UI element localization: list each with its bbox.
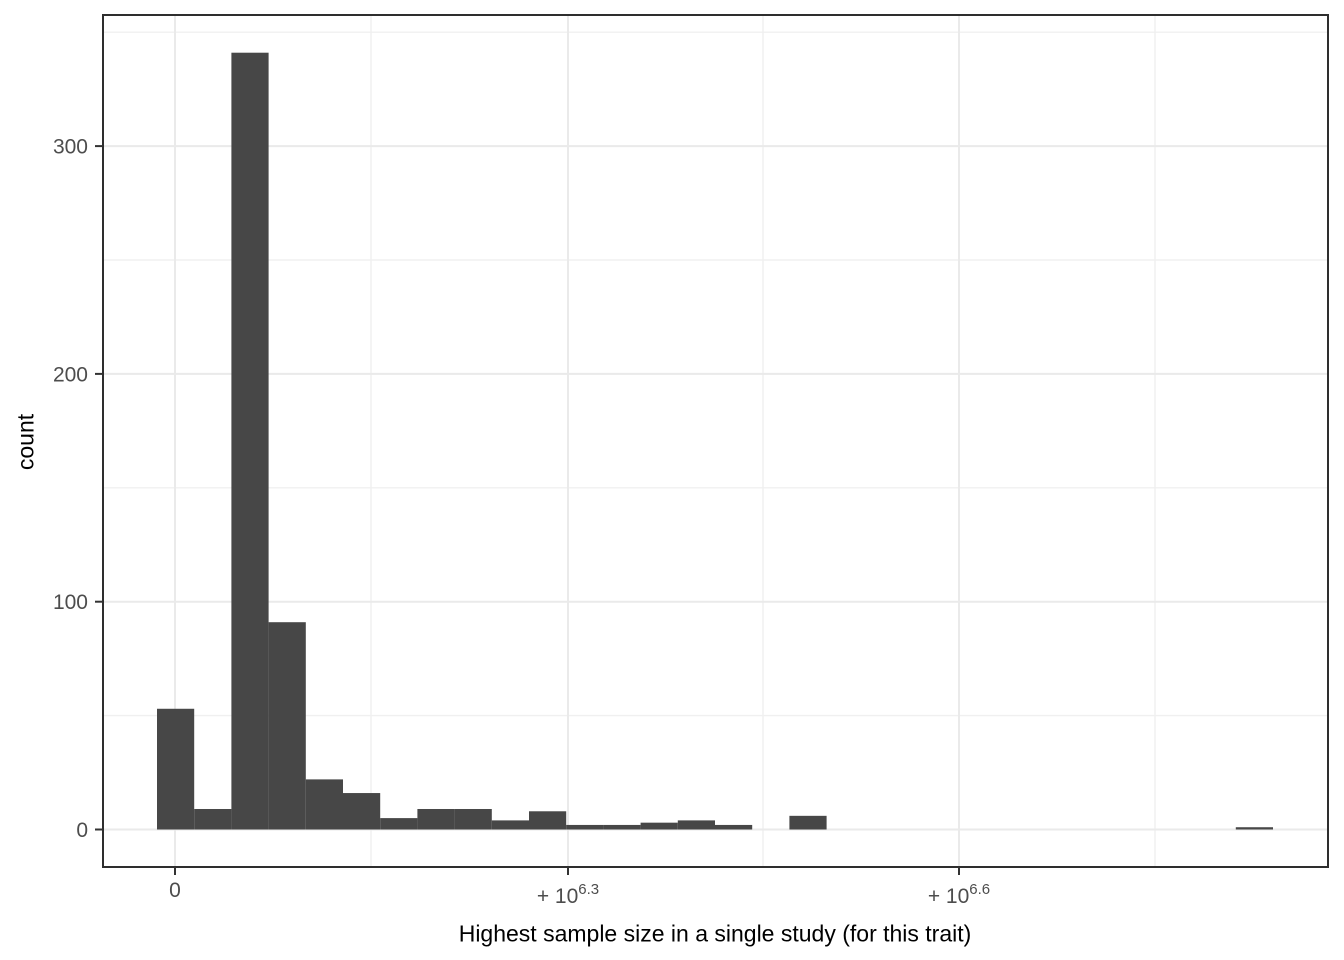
panel-border bbox=[102, 14, 1329, 868]
x-tick-label: + 106.3 bbox=[537, 881, 599, 908]
histogram-bar bbox=[677, 820, 715, 830]
histogram-bar bbox=[380, 818, 418, 830]
histogram-bar bbox=[491, 820, 529, 830]
histogram-bar bbox=[268, 622, 306, 830]
histogram-bar bbox=[343, 793, 381, 830]
y-tick-label: 300 bbox=[53, 136, 88, 159]
histogram-bar bbox=[603, 824, 641, 830]
histogram-bar bbox=[640, 822, 678, 830]
y-tick-label: 100 bbox=[53, 591, 88, 614]
y-tick-label: 0 bbox=[76, 819, 88, 842]
y-tick-label: 200 bbox=[53, 363, 88, 386]
x-axis-title: Highest sample size in a single study (f… bbox=[458, 920, 972, 947]
histogram-bar bbox=[715, 824, 753, 830]
y-axis-title: count bbox=[12, 413, 39, 471]
histogram-bar bbox=[157, 708, 195, 830]
histogram-bar bbox=[231, 52, 269, 830]
x-tick-label: + 106.6 bbox=[928, 881, 990, 908]
histogram-bar bbox=[789, 815, 827, 830]
panel-background bbox=[103, 15, 1328, 867]
histogram-bar bbox=[454, 808, 492, 830]
histogram-bar bbox=[566, 824, 604, 830]
histogram-bar bbox=[305, 779, 343, 830]
x-tick-label: 0 bbox=[169, 879, 181, 902]
histogram-bar bbox=[529, 811, 567, 830]
histogram-bar bbox=[417, 808, 455, 830]
histogram-bar bbox=[1235, 827, 1273, 830]
histogram-bar bbox=[194, 808, 232, 830]
